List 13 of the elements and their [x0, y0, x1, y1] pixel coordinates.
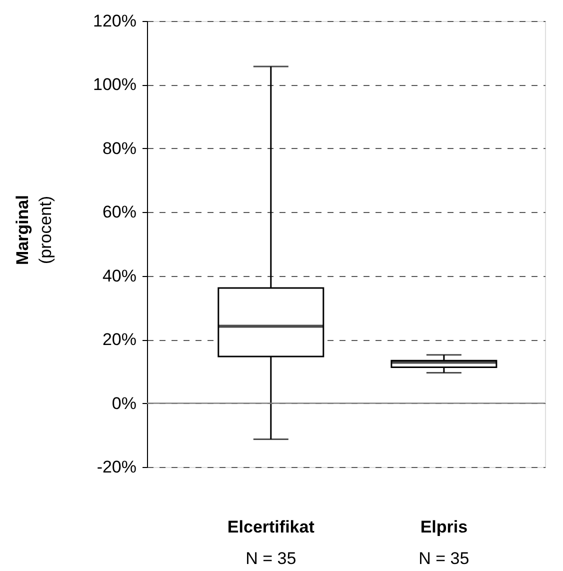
text: N = 35	[418, 549, 470, 568]
y-tick-label: 0%	[112, 394, 136, 413]
y-tick-label: 100%	[93, 75, 136, 94]
y-tick-label: 20%	[102, 330, 136, 350]
y-tick-label: 60%	[102, 202, 136, 222]
y-tick-label: 40%	[102, 266, 136, 286]
x-tick-label: Elcertifikat	[227, 518, 315, 536]
text: N = 35	[246, 549, 296, 568]
y-tick-label: -20%	[96, 458, 136, 476]
x-tick-label: Elpris	[420, 518, 468, 536]
y-axis-title: Marginal (procent)	[13, 195, 55, 265]
y-tick-label: 120%	[93, 12, 136, 30]
y-tick-label: 80%	[102, 138, 136, 158]
